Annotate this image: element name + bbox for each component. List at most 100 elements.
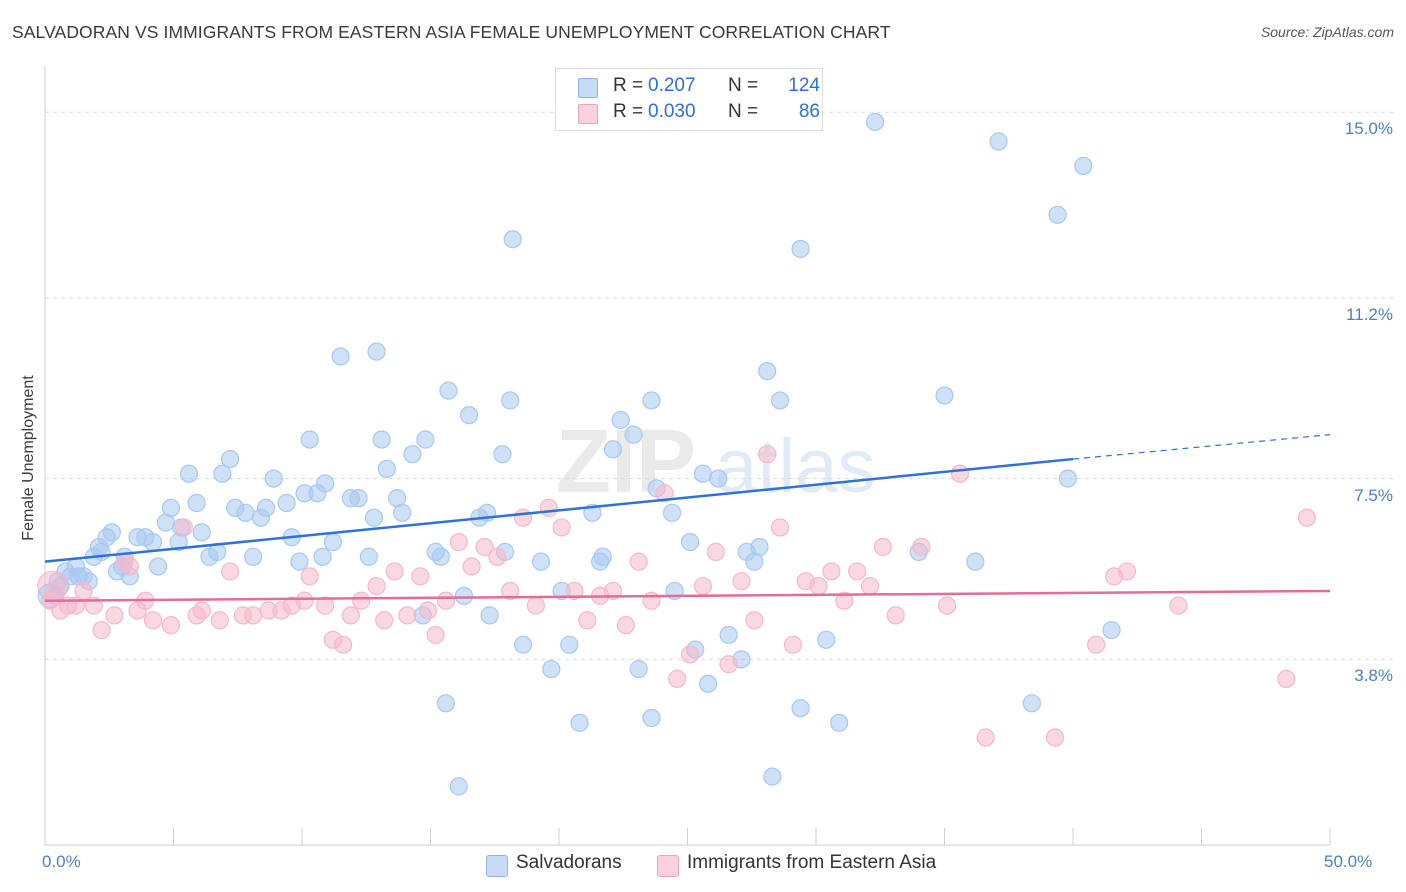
data-point xyxy=(758,362,777,381)
data-point xyxy=(316,596,335,615)
data-point xyxy=(359,547,378,566)
data-point xyxy=(709,469,728,488)
data-point xyxy=(161,616,181,635)
data-point xyxy=(531,552,551,571)
data-point xyxy=(719,655,738,674)
data-point xyxy=(542,660,561,679)
data-point xyxy=(629,552,648,571)
data-point xyxy=(462,557,481,576)
data-point xyxy=(758,445,777,464)
data-point xyxy=(364,508,384,527)
data-point xyxy=(935,386,954,405)
data-point xyxy=(1074,156,1093,176)
data-point xyxy=(866,112,885,132)
data-point xyxy=(331,347,350,366)
gridlines xyxy=(45,111,1395,660)
data-point xyxy=(372,430,391,449)
data-point xyxy=(251,508,270,527)
data-point xyxy=(120,557,139,576)
data-point xyxy=(220,562,240,581)
data-point xyxy=(1102,620,1121,640)
data-point xyxy=(698,674,718,693)
data-point xyxy=(290,552,309,571)
data-point xyxy=(950,464,970,483)
data-point xyxy=(719,625,738,645)
data-point xyxy=(642,391,661,410)
stats-swatch-salvadorans xyxy=(578,78,598,98)
data-point xyxy=(662,503,682,522)
data-point xyxy=(822,562,841,581)
stats-r-value: 0.207 xyxy=(648,75,696,96)
data-point xyxy=(475,537,494,557)
data-point xyxy=(102,523,121,542)
data-point xyxy=(403,445,422,464)
legend-label: Salvadorans xyxy=(516,852,622,873)
axes xyxy=(44,66,1331,846)
stats-r-value: 0.030 xyxy=(648,101,696,122)
data-point xyxy=(642,708,661,728)
stats-n-value: 86 xyxy=(798,101,820,122)
data-point xyxy=(1045,728,1065,747)
stats-n-label: N = xyxy=(728,75,759,96)
data-point xyxy=(1169,596,1188,615)
data-point xyxy=(629,660,648,679)
data-point xyxy=(873,537,892,557)
data-point xyxy=(1048,205,1067,224)
data-point xyxy=(449,777,468,796)
data-point xyxy=(655,484,674,503)
data-point xyxy=(341,606,360,625)
data-point xyxy=(1087,635,1106,654)
data-point xyxy=(161,498,181,518)
data-point xyxy=(501,581,520,601)
data-point xyxy=(244,606,263,625)
data-point xyxy=(439,381,458,400)
data-point xyxy=(886,606,905,625)
data-point xyxy=(976,728,995,747)
data-point xyxy=(770,391,790,410)
trend-line-salvadorans xyxy=(44,457,1074,563)
data-point xyxy=(860,576,880,596)
data-point xyxy=(277,493,296,513)
data-point xyxy=(570,713,589,732)
stats-swatch-immigrants xyxy=(578,104,598,124)
data-point xyxy=(295,484,314,503)
data-point xyxy=(1058,469,1077,488)
data-point xyxy=(624,425,643,444)
data-point xyxy=(578,611,597,630)
data-point xyxy=(937,596,957,615)
data-point xyxy=(375,611,394,630)
trend-line-salvadorans-extension xyxy=(1072,434,1331,460)
data-point xyxy=(1117,562,1137,581)
data-point xyxy=(680,645,700,664)
data-point xyxy=(393,503,412,522)
data-point xyxy=(989,132,1008,151)
data-point xyxy=(693,576,713,596)
data-point xyxy=(809,576,828,596)
data-point xyxy=(513,508,533,527)
data-point xyxy=(352,591,371,610)
stats-n-value: 124 xyxy=(788,75,820,96)
data-point xyxy=(192,523,211,542)
data-point xyxy=(143,533,163,552)
watermark: ZIP atlas xyxy=(556,412,876,512)
data-point xyxy=(313,547,332,566)
data-point xyxy=(763,767,782,786)
data-point xyxy=(431,547,450,566)
data-point xyxy=(480,606,499,625)
legend-swatch-salvadorans xyxy=(486,855,508,877)
data-point xyxy=(300,567,319,586)
data-point xyxy=(830,713,849,732)
data-point xyxy=(611,410,630,430)
data-point xyxy=(706,542,725,561)
data-point xyxy=(46,581,65,601)
data-point xyxy=(174,518,193,537)
data-point xyxy=(244,547,263,566)
data-point xyxy=(1297,508,1316,527)
data-point xyxy=(74,581,93,601)
data-point xyxy=(791,699,810,718)
legend: Salvadorans Immigrants from Eastern Asia xyxy=(0,852,1406,878)
data-point xyxy=(616,616,635,635)
stats-r-label: R = xyxy=(613,101,644,122)
data-point xyxy=(367,342,386,361)
